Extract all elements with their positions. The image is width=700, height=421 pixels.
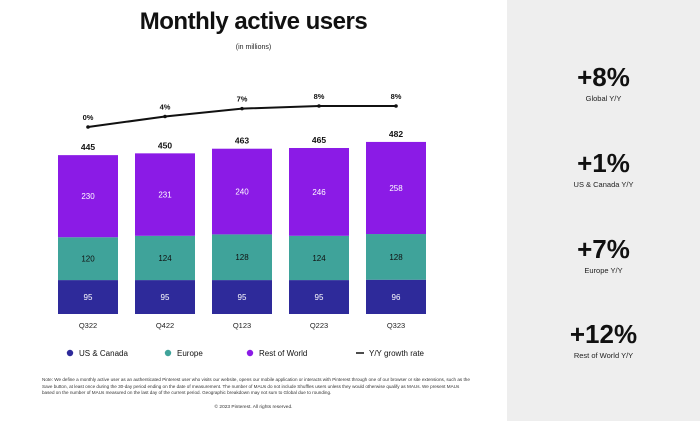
bar-value-label: 95 (238, 293, 247, 302)
legend-label: Rest of World (259, 349, 307, 358)
stats-panel: +8% Global Y/Y +1% US & Canada Y/Y +7% E… (507, 0, 700, 421)
bar-europe-q223 (289, 235, 349, 281)
stat-label: Global Y/Y (585, 94, 622, 103)
legend-label: Europe (177, 349, 203, 358)
growth-rate-label: 7% (237, 95, 248, 104)
chart-subtitle: (in millions) (235, 44, 272, 51)
growth-rate-label: 8% (314, 92, 325, 101)
bar-us-canada-q422 (135, 280, 195, 314)
growth-rate-label: 8% (391, 92, 402, 101)
stat-value: +12% (569, 319, 638, 349)
bar-europe-q422 (135, 235, 195, 281)
legend-label: Y/Y growth rate (369, 349, 425, 358)
stat-europe: +7% Europe Y/Y (507, 236, 700, 275)
growth-rate-point (394, 104, 398, 108)
bar-rest-of-world-q123 (212, 148, 272, 235)
bar-total-label: 482 (389, 129, 403, 139)
bar-rest-of-world-q223 (289, 147, 349, 236)
copyright: © 2023 Pinterest. All rights reserved. (214, 405, 293, 410)
bar-us-canada-q223 (289, 280, 349, 314)
stat-value: +1% (577, 148, 630, 178)
bar-europe-q323 (366, 234, 426, 280)
bar-value-label: 95 (315, 293, 324, 302)
stat-us-canada: +1% US & Canada Y/Y (507, 150, 700, 189)
bar-us-canada-q123 (212, 280, 272, 314)
bar-value-label: 124 (158, 254, 172, 263)
bar-total-label: 450 (158, 140, 172, 150)
growth-rate-label: 4% (160, 103, 171, 112)
bar-total-label: 463 (235, 136, 249, 146)
x-tick-label: Q123 (233, 321, 251, 330)
growth-rate-label: 0% (83, 113, 94, 122)
stat-value: +7% (577, 234, 630, 264)
x-tick-label: Q322 (79, 321, 97, 330)
stat-global: +8% Global Y/Y (507, 64, 700, 103)
bar-us-canada-q322 (58, 280, 118, 314)
stat-label: US & Canada Y/Y (573, 180, 634, 189)
growth-rate-point (163, 114, 167, 119)
bar-europe-q322 (58, 237, 118, 281)
bar-total-label: 445 (81, 142, 95, 152)
bar-rest-of-world-q322 (58, 155, 118, 238)
bar-value-label: 96 (392, 293, 401, 302)
bar-value-label: 231 (158, 191, 172, 200)
footnote: Note: We define a monthly active user as… (42, 377, 470, 396)
chart-panel: Monthly active users (in millions) 95 120… (42, 8, 470, 410)
bar-europe-q123 (212, 234, 272, 281)
growth-rate-point (240, 106, 244, 111)
bar-value-label: 128 (235, 253, 249, 262)
bar-value-label: 124 (312, 254, 326, 263)
growth-rate-point (317, 104, 321, 108)
bar-rest-of-world-q422 (135, 153, 195, 236)
bar-value-label: 95 (161, 293, 170, 302)
bar-value-label: 246 (312, 188, 326, 197)
x-tick-label: Q422 (156, 321, 174, 330)
bar-total-label: 465 (312, 135, 326, 145)
bar-value-label: 258 (389, 184, 403, 193)
legend-swatch (246, 349, 254, 357)
bar-value-label: 230 (81, 192, 95, 201)
bar-value-label: 128 (389, 253, 403, 262)
stat-label: Europe Y/Y (584, 266, 623, 275)
x-tick-label: Q223 (310, 321, 328, 330)
bar-value-label: 240 (235, 188, 249, 197)
stat-rest-of-world: +12% Rest of World Y/Y (507, 321, 700, 360)
legend-swatch (164, 349, 172, 357)
bar-us-canada-q323 (366, 279, 426, 314)
bar-value-label: 95 (84, 293, 93, 302)
chart-svg: 95 120 230 445 Q322 95 124 231 450 Q422 95 128 240 46… (58, 92, 426, 358)
stat-label: Rest of World Y/Y (573, 351, 634, 360)
stat-value: +8% (577, 62, 630, 92)
x-tick-label: Q323 (387, 321, 405, 330)
bar-value-label: 120 (81, 255, 95, 264)
bar-rest-of-world-q323 (366, 141, 426, 235)
legend-swatch (66, 349, 74, 357)
growth-rate-point (86, 125, 90, 129)
chart-title: Monthly active users (139, 8, 368, 35)
legend-label: US & Canada (79, 349, 128, 358)
